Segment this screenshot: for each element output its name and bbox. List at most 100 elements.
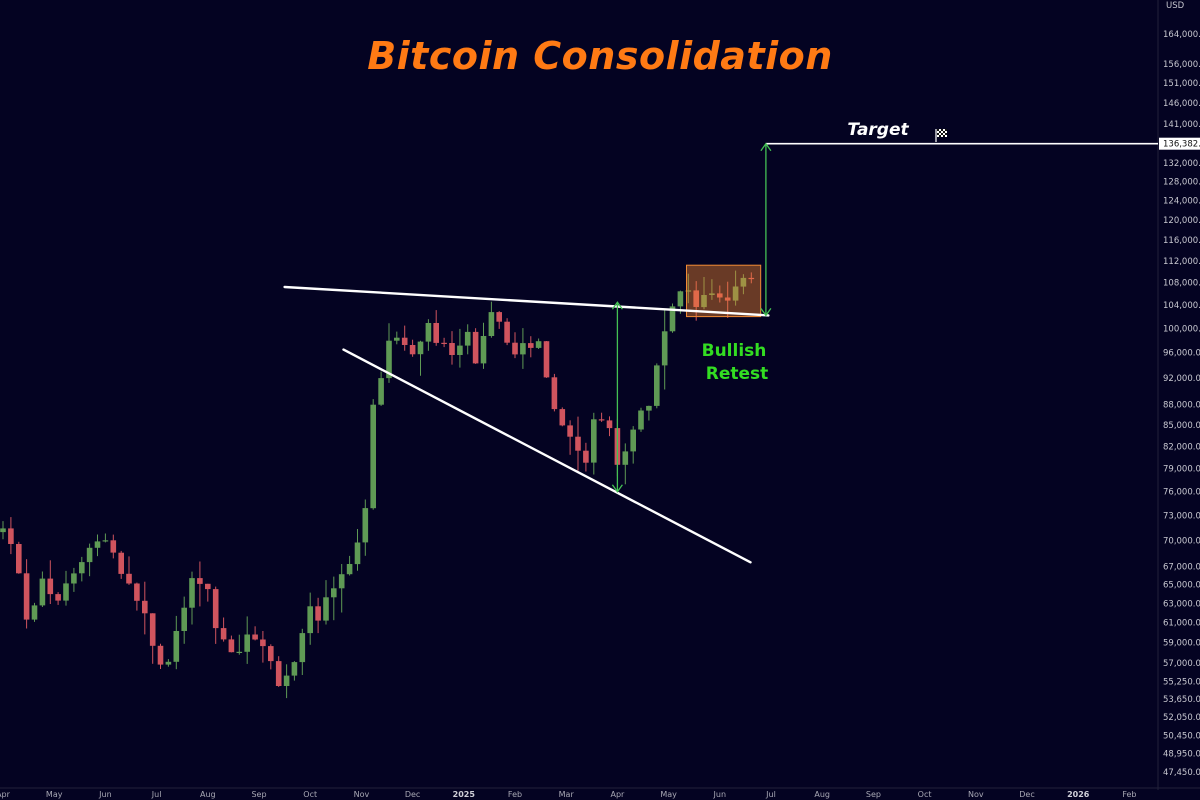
candle-body [622,451,629,465]
y-tick-label: 79,000.00 [1163,465,1200,475]
candle-body [583,450,589,463]
candle-body [386,340,392,379]
candle [740,274,747,295]
candle [528,336,534,358]
flag-square [941,133,943,135]
candle [307,592,313,645]
candle-body [39,578,46,606]
candle [63,570,69,606]
candle-body [71,573,77,584]
candle [457,328,463,368]
candle [0,521,6,540]
candle [165,659,172,667]
candle-body [654,365,660,406]
candle-body [331,588,337,598]
candle-body [543,341,550,378]
flag-square [945,133,947,135]
candle-body [449,343,455,355]
candle-body [472,331,479,364]
candle [228,635,235,653]
candle-body [724,297,731,301]
y-tick-label: 96,000.00 [1163,349,1200,359]
candle-body [512,342,518,355]
candle [220,617,227,642]
y-tick-label: 104,000.00 [1163,301,1200,311]
candle-body [669,306,676,332]
candle [291,661,298,681]
y-tick-label: 76,000.00 [1163,488,1200,498]
candle-body [126,573,132,584]
candle-body [228,639,235,653]
candle [236,634,243,655]
candle [598,412,605,422]
arrow-head-down [611,484,623,493]
candle-body [504,321,510,343]
candle [110,534,117,559]
candle [464,324,471,355]
target-tag-bg [1159,137,1200,150]
candle-body [496,312,502,322]
candle [701,277,707,310]
candle-body [551,377,558,410]
y-tick-label: 61,000.00 [1163,619,1200,629]
x-tick-label: Nov [968,790,984,799]
candle [118,550,124,579]
measure-arrow-target [760,142,772,317]
y-axis-ticks: 164,000.00 156,000.00 151,000.00 146,000.00… [1163,30,1200,778]
candle-body [630,429,636,452]
candle [181,596,187,644]
candle-body [677,291,684,307]
candle [441,337,447,348]
y-tick-label: 146,000.00 [1163,99,1200,109]
candle [496,311,502,329]
y-tick-label: 100,000.00 [1163,324,1200,334]
y-tick-label: 52,050.00 [1163,713,1200,723]
candle [638,407,644,432]
candle-body [354,542,361,565]
candle [212,586,219,644]
candle [126,556,132,585]
target-label: Target [847,120,909,140]
candle [275,656,282,687]
x-tick-label: Jul [151,790,162,799]
candle [79,556,85,582]
candle [661,310,668,390]
flag-square [943,131,945,133]
lower-trendline [342,348,752,564]
candle-body [748,277,755,280]
x-tick-label: Dec [1019,790,1034,799]
candle-body [606,420,613,429]
candle [449,331,455,365]
candle-body [0,528,6,533]
y-tick-label: 156,000.00 [1163,60,1200,70]
candle-body [646,405,652,411]
y-tick-label: 55,250.00 [1163,677,1200,687]
consolidation-box [686,264,762,318]
candle [583,442,589,472]
y-tick-label: 57,000.00 [1163,659,1200,669]
bullish-label: Bullish [702,341,767,361]
candle-body [165,661,172,665]
candle [102,533,109,543]
candle-body [31,605,38,620]
candle [425,319,432,351]
candle-body [598,419,605,421]
x-tick-label: Aug [200,790,216,799]
candle-body [323,597,329,621]
candle-body [370,404,376,509]
y-tick-label: 73,000.00 [1163,512,1200,522]
x-tick-label: Jun [98,790,112,799]
candle-body [157,645,164,665]
candle [394,331,400,345]
candle [268,644,274,670]
y-tick-label: 47,450.00 [1163,768,1200,778]
y-tick-label: 50,450.00 [1163,732,1200,742]
candle [362,499,369,556]
measure-arrow-retest [611,301,623,493]
y-tick-label: 151,000.00 [1163,79,1200,89]
candle-body [16,544,22,574]
candle [244,616,250,664]
candle-body [275,661,282,686]
